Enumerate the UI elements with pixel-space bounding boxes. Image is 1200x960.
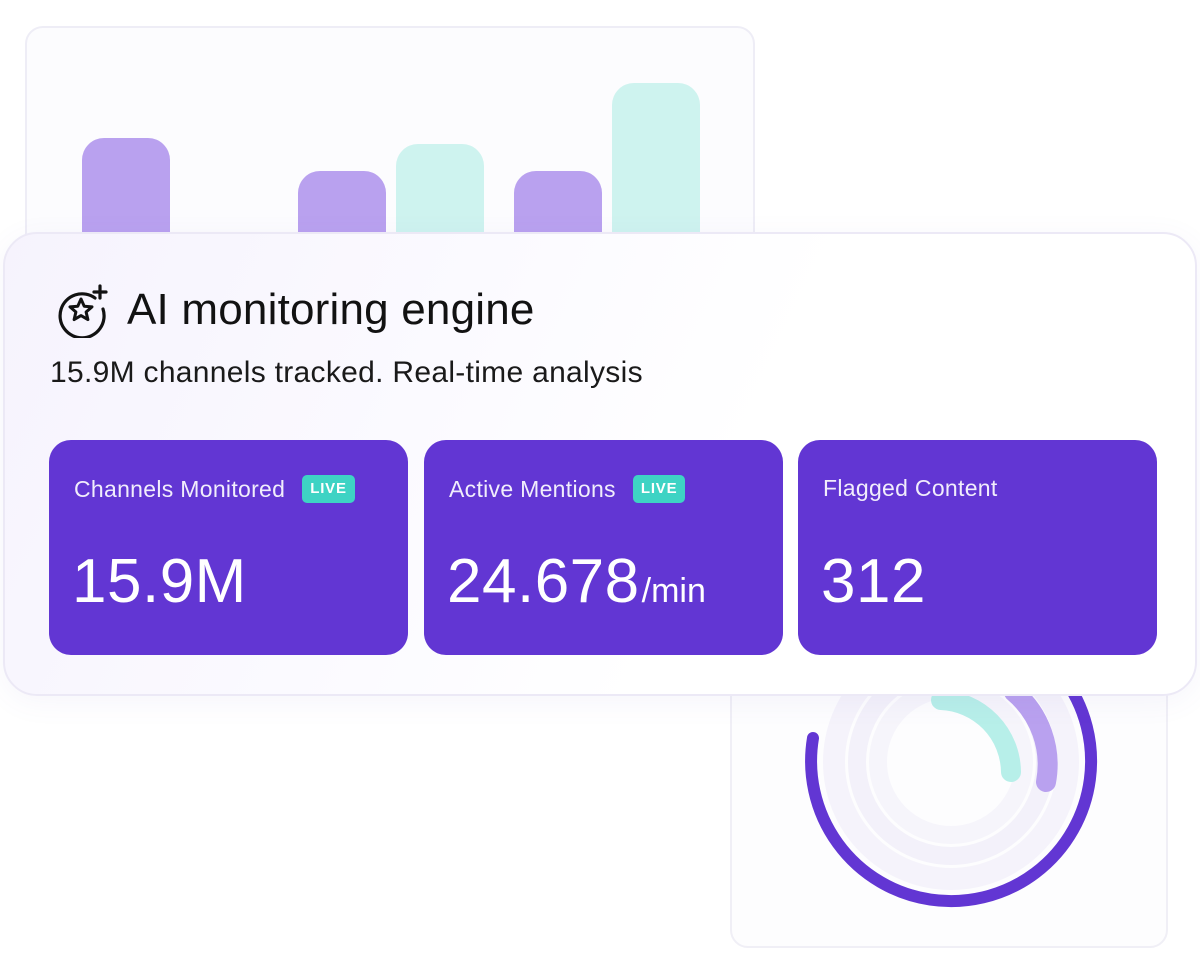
stat-value: 15.9M	[72, 547, 247, 616]
stat-value: 312	[821, 547, 926, 616]
stat-value: 24.678	[447, 547, 640, 616]
stat-unit: /min	[641, 572, 706, 610]
ai-monitoring-card: AI monitoring engine 15.9M channels trac…	[3, 232, 1197, 696]
card-title: AI monitoring engine	[127, 285, 535, 334]
ring-arc-inner	[931, 690, 1021, 782]
stat-card-flagged: Flagged Content 312	[798, 440, 1157, 655]
stat-label: Flagged Content	[823, 475, 998, 501]
ring-arc-middle	[1004, 682, 1058, 792]
card-subtitle: 15.9M channels tracked. Real-time analys…	[50, 356, 643, 389]
stat-card-mentions: Active Mentions LIVE 24.678 /min	[424, 440, 783, 655]
sparkle-star-icon	[58, 284, 108, 338]
stat-label: Active Mentions	[449, 475, 616, 502]
card-header: AI monitoring engine	[53, 282, 535, 338]
stat-card-channels: Channels Monitored LIVE 15.9M	[49, 440, 408, 655]
stat-label: Channels Monitored	[74, 475, 286, 502]
live-badge: LIVE	[302, 475, 355, 503]
live-badge: LIVE	[632, 475, 686, 503]
